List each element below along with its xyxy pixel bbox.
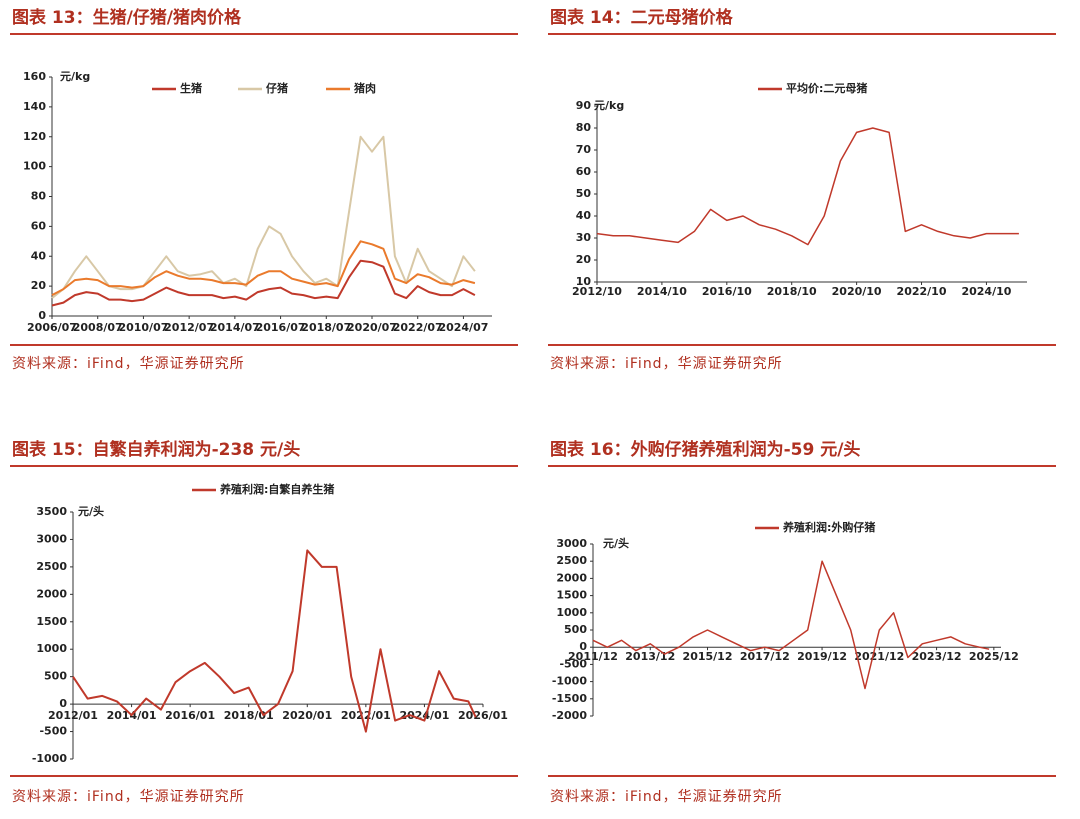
- y-tick-label: 0: [38, 309, 46, 322]
- x-tick-label: 2014/10: [637, 285, 687, 298]
- x-tick-label: 2017/12: [740, 650, 790, 663]
- x-tick-label: 2023/12: [912, 650, 962, 663]
- y-tick-label: 500: [564, 623, 587, 636]
- x-tick-label: 2025/12: [969, 650, 1019, 663]
- y-unit: 元/头: [603, 536, 629, 550]
- x-tick-label: 2022/01: [341, 709, 391, 722]
- x-tick-label: 2024/10: [961, 285, 1011, 298]
- source-note: 资料来源：iFind，华源证券研究所: [12, 789, 245, 805]
- x-tick-label: 2012/01: [48, 709, 98, 722]
- y-unit: 元/头: [78, 504, 104, 518]
- y-tick-label: 40: [31, 249, 47, 262]
- x-tick-label: 2016/10: [702, 285, 752, 298]
- legend-label: 生猪: [180, 81, 202, 95]
- source-note: 资料来源：iFind，华源证券研究所: [550, 356, 783, 372]
- y-tick-label: 30: [576, 231, 592, 244]
- y-tick-label: 2000: [556, 571, 587, 584]
- y-tick-label: -500: [39, 725, 67, 738]
- x-tick-label: 2024/01: [399, 709, 449, 722]
- x-tick-label: 2006/07: [27, 321, 77, 334]
- chart-title: 图表 14：二元母猪价格: [550, 7, 734, 28]
- x-tick-label: 2018/10: [767, 285, 817, 298]
- x-tick-label: 2020/10: [832, 285, 882, 298]
- y-tick-label: 500: [44, 670, 67, 683]
- y-tick-label: 1000: [556, 606, 587, 619]
- y-tick-label: 20: [576, 253, 592, 266]
- legend-label: 平均价:二元母猪: [786, 81, 867, 95]
- y-tick-label: 3500: [36, 505, 67, 518]
- y-tick-label: -1000: [32, 752, 68, 765]
- x-tick-label: 2022/07: [393, 321, 443, 334]
- y-tick-label: 70: [576, 143, 592, 156]
- series-line: [72, 549, 477, 733]
- series-line: [51, 240, 476, 296]
- y-tick-label: 120: [23, 130, 46, 143]
- y-tick-label: 160: [23, 70, 46, 83]
- x-tick-label: 2019/12: [797, 650, 847, 663]
- y-tick-label: 2500: [556, 554, 587, 567]
- legend-label: 养殖利润:外购仔猪: [782, 520, 875, 534]
- y-tick-label: 10: [576, 275, 592, 288]
- y-tick-label: 1500: [36, 615, 67, 628]
- series-line: [596, 127, 1019, 246]
- x-tick-label: 2016/01: [165, 709, 215, 722]
- source-note: 资料来源：iFind，华源证券研究所: [550, 789, 783, 805]
- legend-label: 养殖利润:自繁自养生猪: [219, 482, 334, 496]
- legend-label: 猪肉: [353, 81, 376, 95]
- source-note: 资料来源：iFind，华源证券研究所: [12, 356, 245, 372]
- x-tick-label: 2008/07: [73, 321, 123, 334]
- x-tick-label: 2015/12: [683, 650, 733, 663]
- x-tick-label: 2016/07: [256, 321, 306, 334]
- y-tick-label: 60: [576, 165, 592, 178]
- y-tick-label: 1500: [556, 589, 587, 602]
- chart: 图表 16：外购仔猪养殖利润为-59 元/头资料来源：iFind，华源证券研究所…: [550, 439, 1019, 805]
- chart-title: 图表 16：外购仔猪养殖利润为-59 元/头: [550, 439, 860, 460]
- y-tick-label: -500: [559, 657, 587, 670]
- y-tick-label: 1000: [36, 642, 67, 655]
- legend-label: 仔猪: [266, 81, 288, 95]
- y-tick-label: 20: [31, 279, 47, 292]
- y-tick-label: 60: [31, 219, 47, 232]
- y-unit: 元/kg: [60, 70, 90, 83]
- y-tick-label: 80: [31, 190, 47, 203]
- y-tick-label: 2500: [36, 560, 67, 573]
- series-line: [592, 560, 990, 690]
- y-tick-label: 0: [579, 640, 587, 653]
- y-tick-label: 100: [23, 160, 46, 173]
- y-tick-label: 3000: [36, 532, 67, 545]
- x-tick-label: 2018/01: [224, 709, 274, 722]
- x-tick-label: 2011/12: [568, 650, 618, 663]
- series-line: [51, 259, 476, 307]
- x-tick-label: 2026/01: [458, 709, 508, 722]
- y-tick-label: 3000: [556, 537, 587, 550]
- y-tick-label: 80: [576, 121, 592, 134]
- x-tick-label: 2010/07: [118, 321, 168, 334]
- x-tick-label: 2018/07: [301, 321, 351, 334]
- x-tick-label: 2012/07: [164, 321, 214, 334]
- x-tick-label: 2014/07: [210, 321, 260, 334]
- y-tick-label: 140: [23, 100, 46, 113]
- x-tick-label: 2020/01: [282, 709, 332, 722]
- y-tick-label: 2000: [36, 587, 67, 600]
- chart-title: 图表 13：生猪/仔猪/猪肉价格: [12, 7, 242, 28]
- y-tick-label: 90: [576, 99, 592, 112]
- y-tick-label: -2000: [552, 709, 588, 722]
- x-tick-label: 2022/10: [897, 285, 947, 298]
- y-tick-label: 50: [576, 187, 592, 200]
- x-tick-label: 2024/07: [438, 321, 488, 334]
- y-unit: 元/kg: [594, 99, 624, 112]
- y-tick-label: -1000: [552, 675, 588, 688]
- y-tick-label: 0: [59, 697, 67, 710]
- x-tick-label: 2020/07: [347, 321, 397, 334]
- x-tick-label: 2021/12: [854, 650, 904, 663]
- series-line: [51, 135, 476, 299]
- chart-title: 图表 15：自繁自养利润为-238 元/头: [12, 439, 300, 460]
- y-tick-label: -1500: [552, 692, 588, 705]
- x-tick-label: 2012/10: [572, 285, 622, 298]
- y-tick-label: 40: [576, 209, 592, 222]
